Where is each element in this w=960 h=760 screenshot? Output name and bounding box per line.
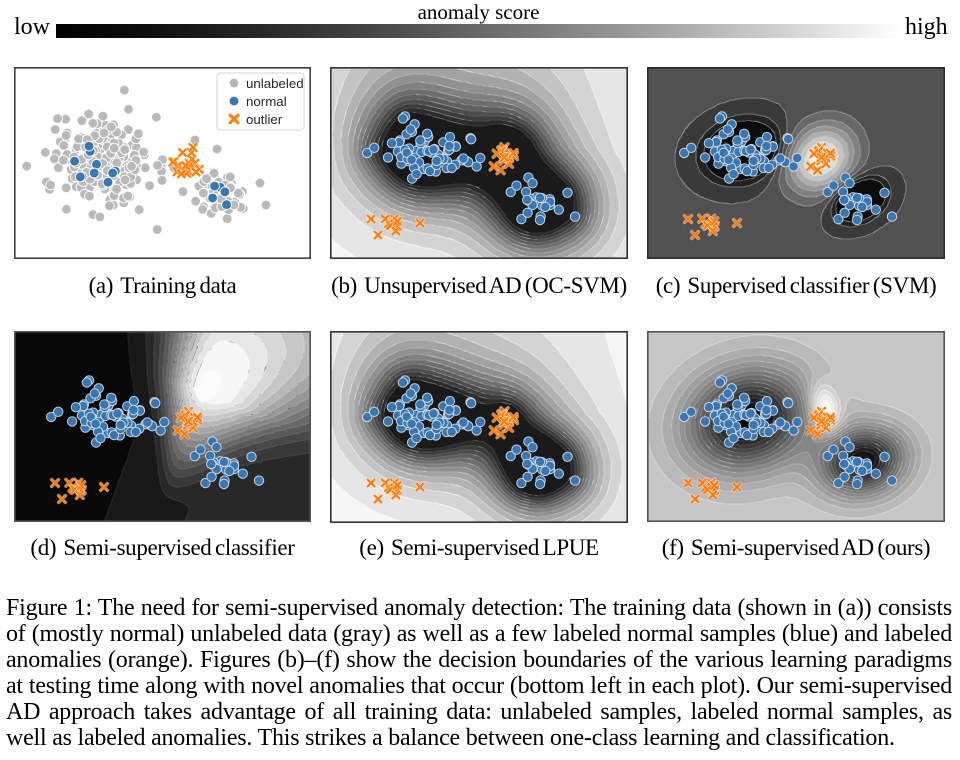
svg-text:outlier: outlier [246,112,283,127]
svg-text:normal: normal [246,94,287,109]
svg-text:unlabeled: unlabeled [246,76,304,91]
